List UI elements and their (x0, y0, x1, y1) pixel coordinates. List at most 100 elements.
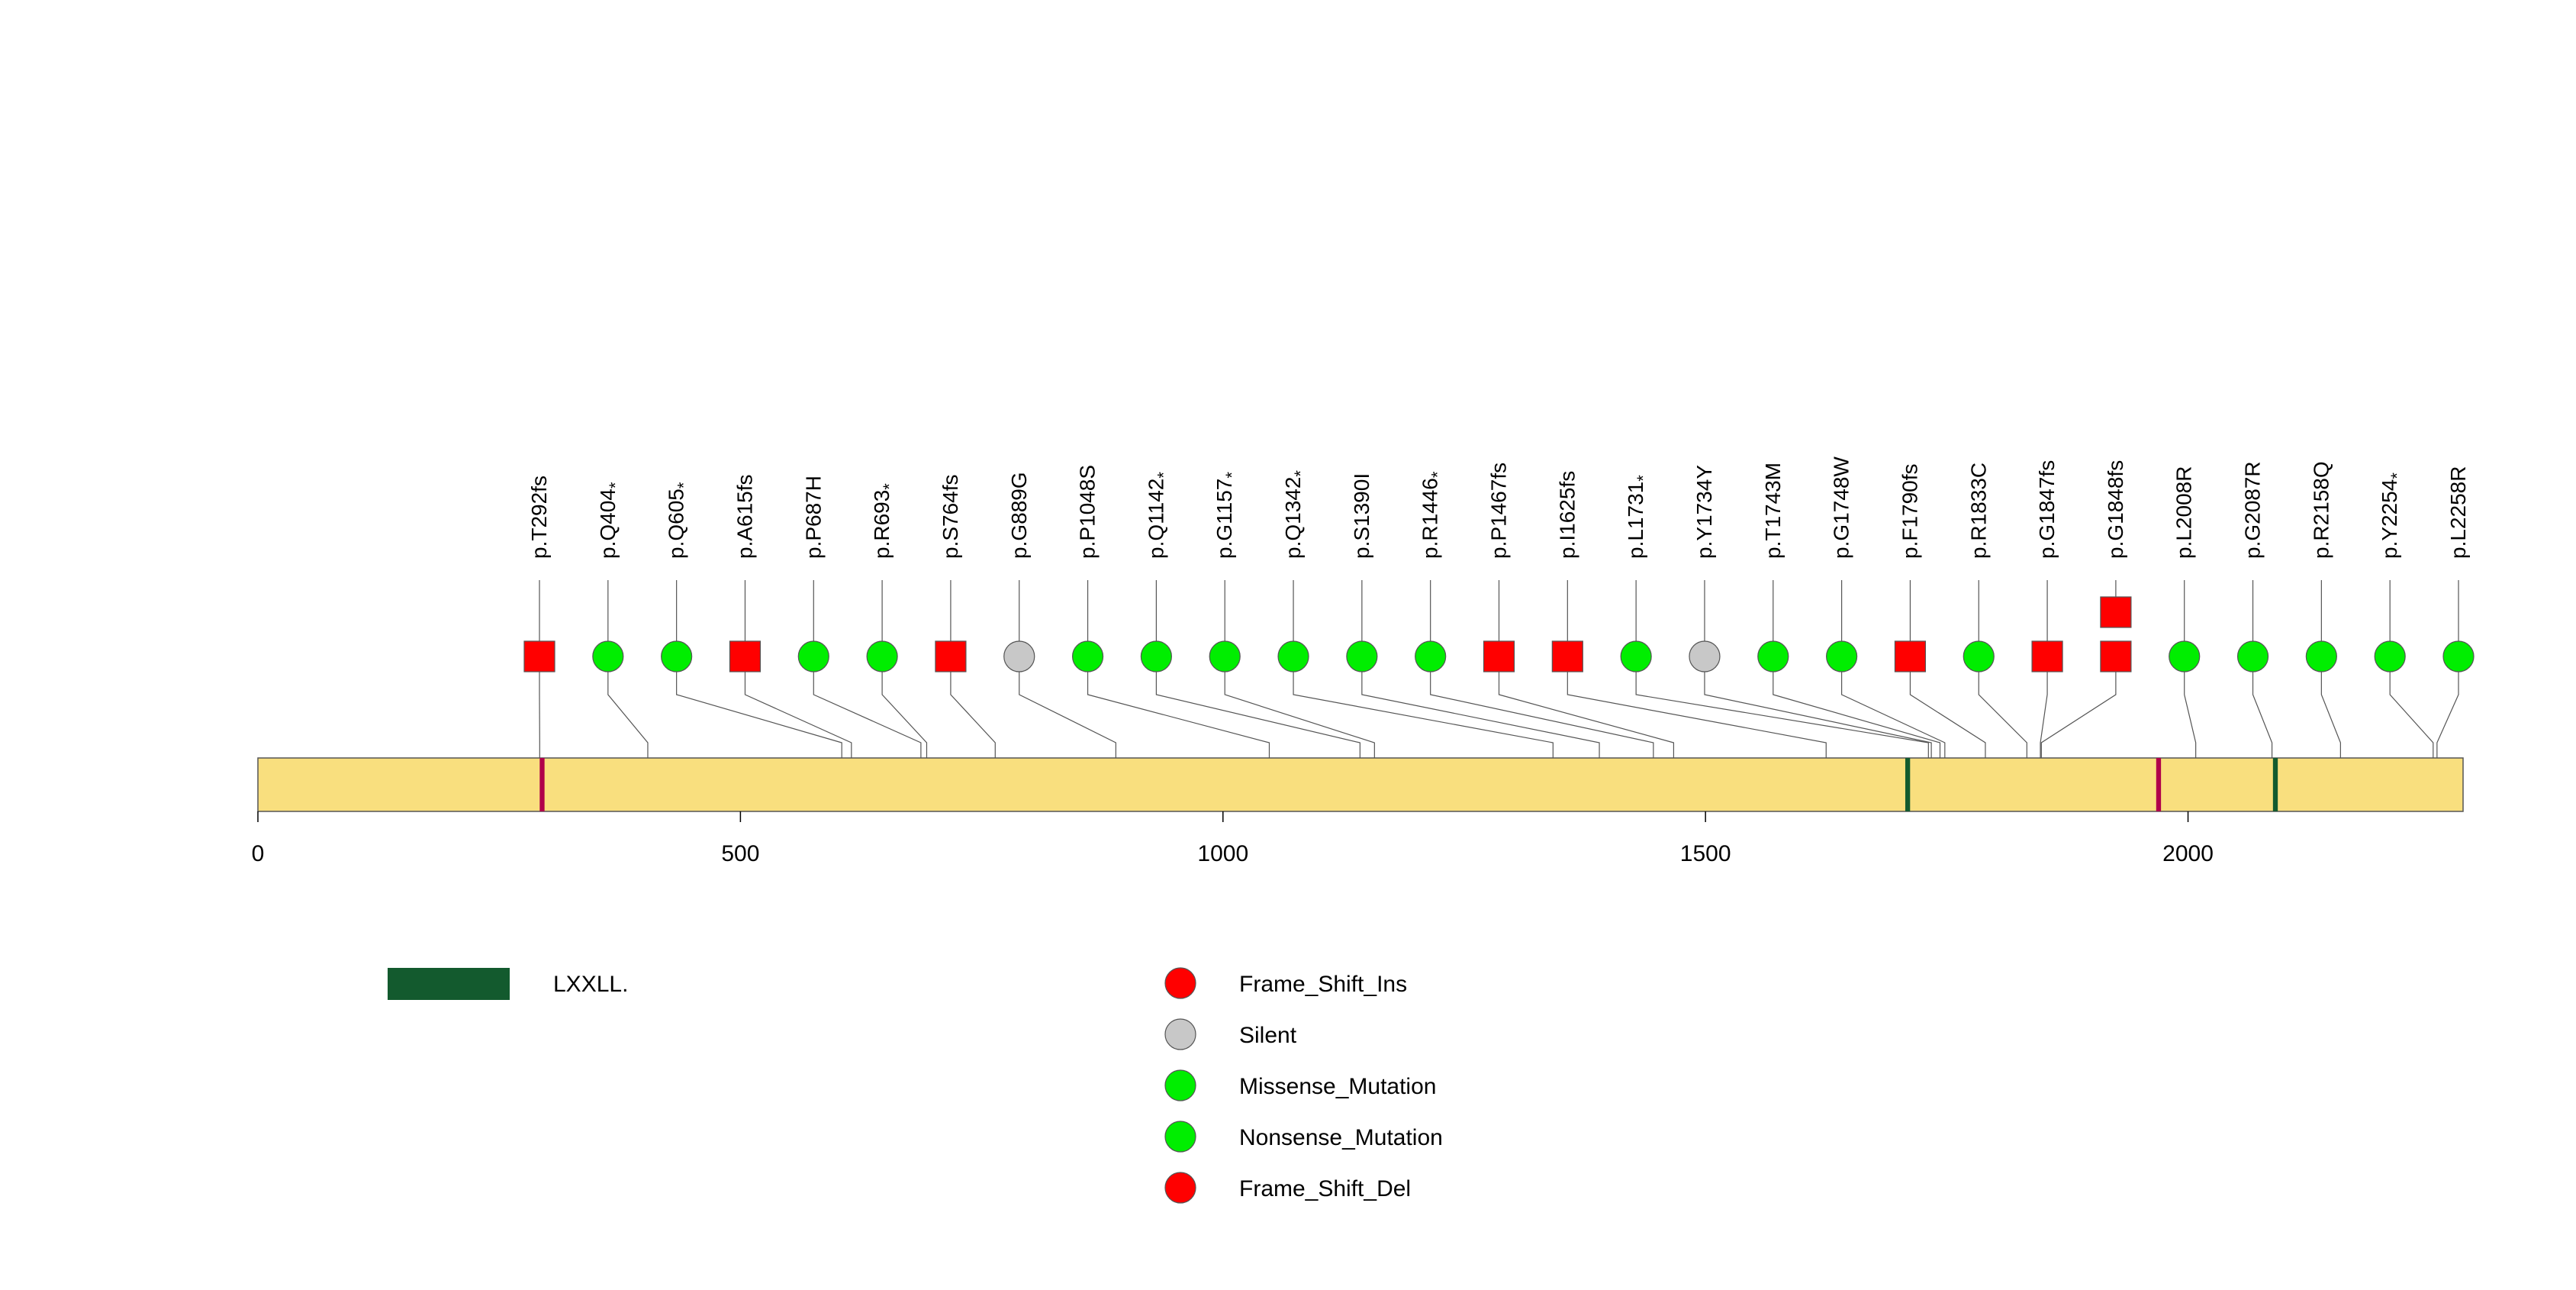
legend-domain-label: LXXLL. (553, 972, 628, 997)
x-axis: 0 500 1000 1500 2000 (252, 811, 2214, 866)
marker-r693-0 (866, 640, 898, 672)
label-p687h: p.P687H (801, 476, 825, 559)
legend-marker-silent (1164, 1018, 1196, 1050)
marker-r1446-0 (1415, 640, 1447, 672)
marker-q1142-0 (1140, 640, 1172, 672)
marker-y1734y-0 (1689, 640, 1721, 672)
connector-r1446 (1430, 656, 1654, 758)
label-t292fs: p.T292fs (527, 476, 551, 559)
marker-p1467fs-0 (1483, 640, 1515, 672)
nonsense-star-q605: * (675, 482, 694, 489)
mutation-labels: p.T292fs p.Q404* p.Q605* p.A615fs p.P687H p.R… (527, 456, 2470, 559)
marker-t292fs-0 (523, 640, 555, 672)
label-t1743m: p.T1743M (1761, 463, 1785, 559)
connector-g889g (1019, 656, 1116, 758)
marker-g1848fs-0 (2100, 640, 2132, 672)
label-s764fs: p.S764fs (939, 474, 962, 559)
connector-q605 (676, 656, 842, 758)
connector-l1731 (1635, 656, 1929, 758)
legend-label-silent: Silent (1239, 1023, 1297, 1048)
legend-label-missense-mutation: Missense_Mutation (1239, 1074, 1436, 1099)
nonsense-star-g1157: * (1222, 472, 1241, 479)
label-g1847fs: p.G1847fs (2035, 460, 2059, 559)
marker-y2254-0 (2374, 640, 2406, 672)
x-tick-label-1500: 1500 (1680, 841, 1731, 866)
connector-y2254 (2389, 656, 2434, 758)
marker-g2087r-0 (2236, 640, 2269, 672)
x-tick-label-500: 500 (721, 841, 759, 866)
label-g889g: p.G889G (1007, 472, 1031, 559)
label-p1467fs: p.P1467fs (1487, 463, 1511, 559)
legend-marker-missense-mutation (1164, 1069, 1196, 1101)
x-tick-label-2000: 2000 (2162, 841, 2214, 866)
connector-g1848fs (2040, 656, 2117, 758)
label-q605: p.Q605* (665, 482, 694, 559)
legend-marker-frame-shift-del (1164, 1172, 1196, 1204)
marker-t1743m-0 (1757, 640, 1789, 672)
connector-r2158q (2320, 656, 2341, 758)
protein-bar (257, 757, 2464, 812)
legend-domain-swatch (388, 968, 510, 1000)
label-l2008r: p.L2008R (2172, 466, 2196, 559)
domain-lxxll-2 (2156, 758, 2162, 811)
label-l2258r: p.L2258R (2446, 466, 2470, 559)
legend-marker-frame-shift-ins (1164, 967, 1196, 999)
legend-label-frame-shift-ins: Frame_Shift_Ins (1239, 972, 1407, 997)
marker-p1048s-0 (1071, 640, 1104, 672)
nonsense-star-q1342: * (1291, 470, 1310, 477)
label-q404: p.Q404* (596, 482, 625, 559)
connector-r693 (881, 656, 928, 758)
label-g2087r: p.G2087R (2241, 461, 2265, 559)
marker-g1847fs-0 (2031, 640, 2063, 672)
connector-q1342 (1293, 656, 1554, 758)
label-g1848fs: p.G1848fs (2104, 460, 2127, 559)
marker-l2008r-0 (2169, 640, 2201, 672)
marker-f1790fs-0 (1894, 640, 1927, 672)
marker-q605-0 (661, 640, 693, 672)
marker-p687h-0 (797, 640, 829, 672)
marker-l1731-0 (1620, 640, 1652, 672)
label-i1625fs: p.I1625fs (1555, 471, 1579, 559)
marker-i1625fs-0 (1551, 640, 1583, 672)
connector-q1142 (1155, 656, 1360, 758)
legend-marker-nonsense-mutation (1164, 1121, 1196, 1153)
connector-r1833c (1978, 656, 2027, 758)
connector-l2258r (2436, 656, 2459, 758)
nonsense-star-r693: * (880, 483, 899, 490)
label-l1731: p.L1731* (1624, 475, 1653, 559)
marker-q404-0 (592, 640, 624, 672)
connector-g2087r (2252, 656, 2273, 758)
label-r1446: p.R1446* (1418, 471, 1447, 559)
marker-g889g-0 (1003, 640, 1035, 672)
marker-g1157-0 (1209, 640, 1241, 672)
connector-a615fs (744, 656, 852, 758)
label-g1748w: p.G1748W (1830, 456, 1853, 559)
connector-t1743m (1773, 656, 1941, 758)
legend-label-frame-shift-del: Frame_Shift_Del (1239, 1176, 1411, 1201)
x-tick-label-1000: 1000 (1197, 841, 1248, 866)
domain-lxxll-1 (1905, 758, 1911, 811)
connector-q404 (607, 656, 649, 758)
marker-q1342-0 (1277, 640, 1309, 672)
label-q1342: p.Q1342* (1281, 470, 1310, 559)
label-y1734y: p.Y1734Y (1692, 465, 1716, 559)
domain-lxxll-0 (539, 758, 545, 811)
x-tick-label-0: 0 (252, 841, 265, 866)
connector-g1748w (1841, 656, 1946, 758)
mutation-markers (523, 596, 2475, 672)
label-p1048s: p.P1048S (1076, 465, 1100, 559)
label-r2158q: p.R2158Q (2309, 461, 2333, 559)
marker-g1748w-0 (1826, 640, 1858, 672)
protein-track (257, 757, 2464, 812)
connector-g1157 (1224, 656, 1375, 758)
connector-p1467fs (1498, 656, 1675, 758)
marker-r2158q-0 (2305, 640, 2337, 672)
connector-g1847fs (2040, 656, 2048, 758)
marker-a615fs-0 (729, 640, 762, 672)
nonsense-star-q1142: * (1154, 472, 1173, 479)
nonsense-star-q404: * (606, 482, 625, 489)
label-q1142: p.Q1142* (1144, 472, 1173, 559)
marker-s1390i-0 (1346, 640, 1378, 672)
nonsense-star-r1446: * (1428, 471, 1447, 478)
